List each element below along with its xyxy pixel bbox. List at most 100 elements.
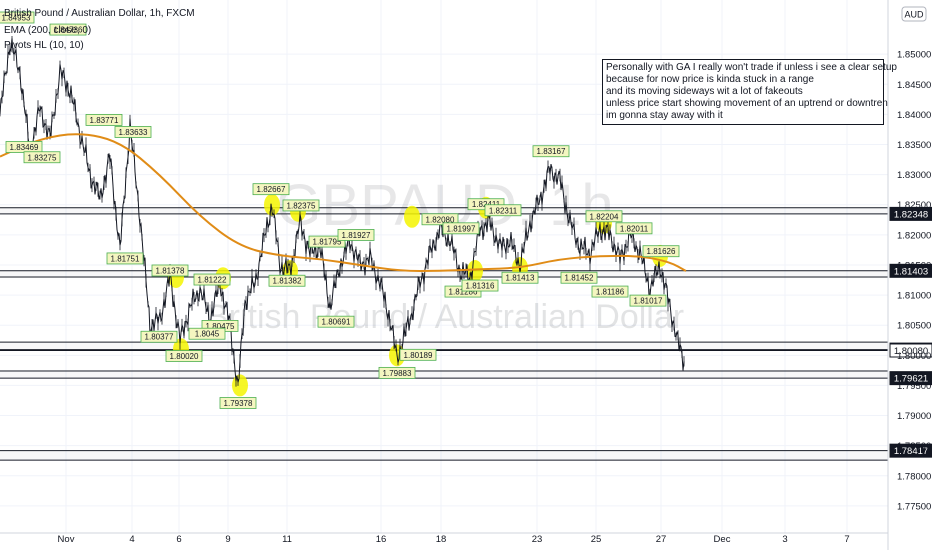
pivot-label-box [461,279,499,292]
level-price-label: 1.78417 [894,446,928,457]
level-price-label: 1.82348 [894,209,928,220]
pivot-label: 1.81222 [198,276,227,285]
pivot-label-box [23,151,61,164]
note-line: because for now price is kinda stuck in … [606,74,814,85]
pivot-label: 1.8045 [195,330,220,339]
pivot-label: 1.83469 [10,143,39,152]
pivot-label-box [642,245,680,258]
note-line: unless price start showing movement of a… [606,98,888,109]
highlight-marker [467,259,483,282]
level-price-tag[interactable] [889,263,932,278]
time-tick-label: 27 [656,534,667,545]
text-note[interactable]: Personally with GA I really won't trade … [602,59,897,125]
pivot-label-box [501,271,539,284]
note-line: im gonna stay away with it [606,110,723,121]
pivot-label-box [442,222,480,235]
pivot-label-box [193,273,231,286]
pivot-label: 1.81927 [342,231,371,240]
time-tick-label: 4 [129,534,134,545]
time-tick-label: 16 [376,534,387,545]
pivot-label-box [268,274,306,287]
ema-line [0,133,687,272]
level-price-tag[interactable] [889,443,932,458]
pivot-label-box [484,204,522,217]
pivot-label-box [85,114,123,126]
pivot-label-box [106,252,144,265]
pivot-label: 1.82080 [426,215,455,224]
highlight-marker [264,193,280,216]
price-tick-label: 1.78000 [897,471,931,482]
pivot-label: 1.80020 [170,352,199,361]
price-tick-label: 1.83000 [897,170,931,181]
pivot-label-box [615,222,653,235]
time-tick-label: Nov [58,534,75,545]
level-band [0,370,888,379]
time-axis[interactable]: Nov 4 6 9 11 16 18 23 25 27 Dec 3 7 [0,532,888,545]
pivot-label-box [591,285,629,298]
time-tick-label: 3 [782,534,787,545]
pivot-label-box [308,235,346,248]
price-tick-label: 1.80000 [897,351,931,362]
time-tick-label: Dec [714,534,731,545]
price-axis[interactable]: 1.77500 1.78000 1.78500 1.79000 1.79500 1.800… [887,0,931,550]
level-price-label: 1.80080 [894,346,928,357]
level-band [0,342,888,350]
pivot-label-box [0,11,35,24]
price-tick-label: 1.81000 [897,291,931,302]
pivot-label: 1.83771 [90,116,119,125]
time-tick-label: 25 [591,534,602,545]
level-price-tag[interactable] [889,371,932,386]
price-tick-label: 1.79000 [897,411,931,422]
pivot-label-box [560,271,598,284]
pivot-label-box [252,183,290,196]
pivot-label: 1.81286 [449,288,478,297]
price-tick-label: 1.82000 [897,230,931,241]
price-tick-label: 1.80500 [897,321,931,332]
pivot-label-box [585,210,623,223]
pivot-label: 1.79378 [224,399,253,408]
pivot-label: 1.80475 [206,322,235,331]
pivot-label: 1.81997 [447,224,476,233]
pivots-indicator-label[interactable]: Pivots HL (10, 10) [4,40,84,51]
pivot-label: 1.81751 [111,254,140,263]
note-line: Personally with GA I really won't trade … [606,62,897,73]
price-tick-label: 1.77500 [897,501,931,512]
chart-title[interactable]: British Pound / Australian Dollar, 1h, F… [4,8,195,19]
level-price-tag[interactable] [889,206,932,221]
level-band [0,450,888,461]
pivot-label-box [317,315,355,328]
pivot-label-box [140,330,178,343]
pivot-label-box [282,199,320,212]
pivot-label: 1.81452 [565,274,594,283]
currency-badge-label: AUD [904,10,924,20]
pivot-label: 1.82311 [489,206,518,215]
time-tick-label: 11 [282,534,292,545]
pivot-label-box [532,145,570,158]
pivot-label: 1.81017 [634,297,663,306]
ema-indicator-label[interactable]: EMA (200, close, 0) [4,25,92,36]
pivot-label-box [114,126,152,138]
pivot-label: 1.81382 [273,277,302,286]
pivot-label: 1.82375 [287,201,316,210]
level-price-tag[interactable] [889,343,932,358]
price-tick-label: 1.82500 [897,200,931,211]
pivot-label: 1.83633 [119,128,148,137]
pivot-label-box [165,350,203,362]
pivot-label: 1.81626 [647,247,676,256]
highlight-marker [404,205,420,228]
pivot-label-box [629,294,667,307]
price-tick-label: 1.83500 [897,140,931,151]
pivot-label: 1.81316 [466,282,495,291]
pivot-label: 1.82667 [257,185,286,194]
level-price-label: 1.79621 [894,374,928,385]
time-tick-label: 9 [225,534,230,545]
pivot-label-box [151,264,189,277]
currency-badge[interactable]: AUD [901,6,927,22]
pivot-label: 1.83167 [537,147,566,156]
time-tick-label: 18 [436,534,447,545]
pivot-label: 1.80377 [145,333,174,342]
time-tick-label: 7 [844,534,849,545]
level-band [0,270,888,278]
